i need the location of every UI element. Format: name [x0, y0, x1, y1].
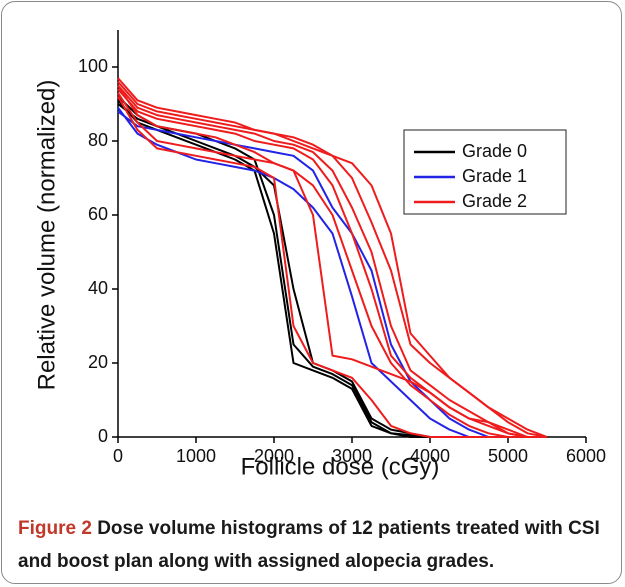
- dvh-line: [117, 84, 547, 438]
- x-tick-label: 4000: [410, 446, 450, 466]
- y-tick-label: 20: [88, 352, 108, 372]
- x-tick-label: 5000: [488, 446, 528, 466]
- x-tick-label: 0: [113, 446, 123, 466]
- dvh-line: [117, 88, 547, 438]
- x-tick-label: 2000: [254, 446, 294, 466]
- dvh-line: [117, 81, 548, 438]
- x-axis-label: Follicle dose (cGy): [241, 453, 440, 480]
- dvh-line: [117, 110, 547, 438]
- dvh-line: [117, 92, 547, 438]
- y-axis-label: Relative volume (normalized): [33, 80, 60, 391]
- y-tick-label: 0: [98, 426, 108, 446]
- dvh-line: [117, 96, 547, 438]
- x-tick-label: 6000: [566, 446, 606, 466]
- legend-label: Grade 1: [462, 166, 527, 186]
- dvh-line: [117, 84, 547, 438]
- figure-label: Figure 2: [18, 518, 92, 539]
- y-tick-label: 80: [88, 130, 108, 150]
- legend-box: [403, 129, 567, 215]
- y-tick-label: 60: [88, 204, 108, 224]
- y-tick-label: 100: [78, 56, 108, 76]
- y-tick-label: 40: [88, 278, 108, 298]
- legend-label: Grade 2: [462, 191, 527, 211]
- caption: Figure 2 Dose volume histograms of 12 pa…: [18, 512, 618, 578]
- x-tick-label: 1000: [176, 446, 216, 466]
- legend-label: Grade 0: [462, 141, 527, 161]
- caption-text: Dose volume histograms of 12 patients tr…: [18, 518, 600, 572]
- x-tick-label: 3000: [332, 446, 372, 466]
- chart: Follicle dose (cGy) Relative volume (nor…: [33, 30, 606, 480]
